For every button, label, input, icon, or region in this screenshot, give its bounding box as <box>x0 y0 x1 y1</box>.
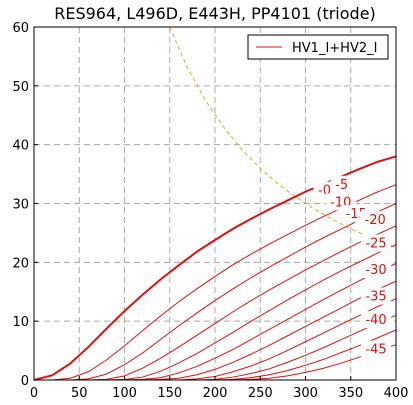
plate-curve-minus-5 <box>34 184 397 381</box>
curve-label: -20 <box>365 213 386 228</box>
curve-label: -45 <box>365 343 386 358</box>
x-tick-label: 100 <box>112 386 137 401</box>
curve-label-bg <box>361 340 392 358</box>
x-tick-label: 350 <box>338 386 363 401</box>
chart-title: RES964, L496D, E443H, PP4101 (triode) <box>54 4 376 23</box>
x-tick-label: 250 <box>248 386 273 401</box>
curve-label-bg <box>361 234 392 252</box>
legend-label-hv1-hv2: HV1_I+HV2_I <box>292 41 377 56</box>
curve-label: -40 <box>365 313 386 328</box>
curve-labels: -0 -5-10-15-20-25-30-35-40-45 <box>313 175 392 358</box>
y-tick-label: 10 <box>12 315 29 330</box>
y-tick-label: 30 <box>12 198 29 213</box>
legend: HV1_I+HV2_I <box>247 34 389 60</box>
axis-ticks: 0 50 100 150 200 250 300 350 400 0 10 20 30 40 50 60 <box>12 21 408 401</box>
curve-label-bg <box>360 211 391 229</box>
curve-label: -35 <box>365 290 386 305</box>
y-tick-label: 60 <box>12 21 29 36</box>
x-tick-label: 300 <box>293 386 318 401</box>
y-tick-label: 0 <box>21 374 29 389</box>
y-tick-label: 40 <box>12 139 29 154</box>
x-tick-label: 200 <box>203 386 228 401</box>
y-tick-label: 20 <box>12 256 29 271</box>
curve-label: -5 <box>335 178 348 193</box>
curve-label: -30 <box>365 263 386 278</box>
y-tick-label: 50 <box>12 80 29 95</box>
curve-label-bg <box>361 287 392 305</box>
curve-label-bg <box>361 261 392 279</box>
plate-curve-minus-10 <box>34 203 397 381</box>
x-tick-label: 150 <box>157 386 182 401</box>
curve-label: -25 <box>365 237 386 252</box>
x-tick-label: 400 <box>384 386 409 401</box>
curve-label-bg <box>361 311 392 329</box>
x-tick-label: 50 <box>71 386 88 401</box>
curve-label-bg <box>330 175 353 193</box>
x-tick-label: 0 <box>30 386 38 401</box>
